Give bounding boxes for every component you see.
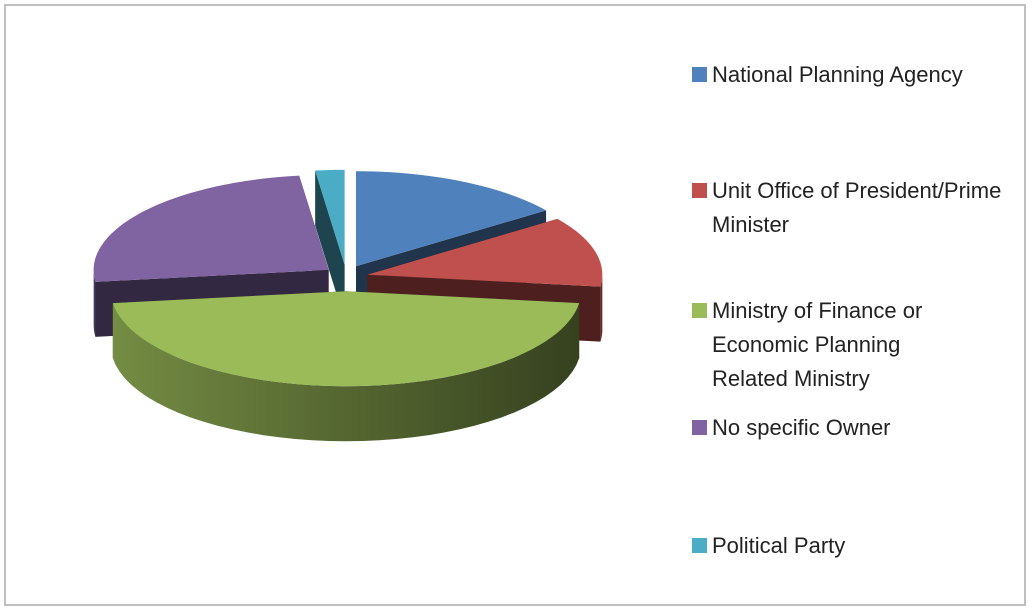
slice-wall (315, 170, 345, 320)
legend-item: National Planning Agency (692, 58, 1012, 92)
slice-top (367, 218, 603, 287)
chart (93, 169, 603, 442)
legend-label: No specific Owner (712, 415, 891, 440)
pie-slice (315, 169, 345, 320)
slice-top (355, 171, 547, 267)
chart-frame: National Planning Agency Unit Office of P… (4, 4, 1026, 606)
slice-side (93, 269, 96, 337)
legend-label: Ministry of Finance or Economic Planning… (712, 298, 923, 391)
legend-swatch (692, 183, 707, 198)
legend-item: Political Party (692, 529, 1012, 563)
legend-swatch (692, 420, 707, 435)
slice-top (112, 291, 580, 387)
legend-swatch (692, 538, 707, 553)
legend-swatch (692, 303, 707, 318)
slice-top (315, 169, 345, 265)
legend-label: Political Party (712, 533, 846, 558)
legend-item: No specific Owner (692, 411, 1012, 445)
legend-swatch (692, 67, 707, 82)
pie-slice (112, 291, 580, 442)
slice-top (93, 175, 329, 282)
legend-item: Unit Office of President/Prime Minister (692, 174, 1012, 242)
legend-label: National Planning Agency (712, 62, 963, 87)
slice-side (600, 274, 603, 342)
legend-item: Ministry of Finance or Economic Planning… (692, 294, 1012, 396)
legend-label: Unit Office of President/Prime Minister (712, 178, 1002, 237)
slice-side (112, 303, 580, 442)
